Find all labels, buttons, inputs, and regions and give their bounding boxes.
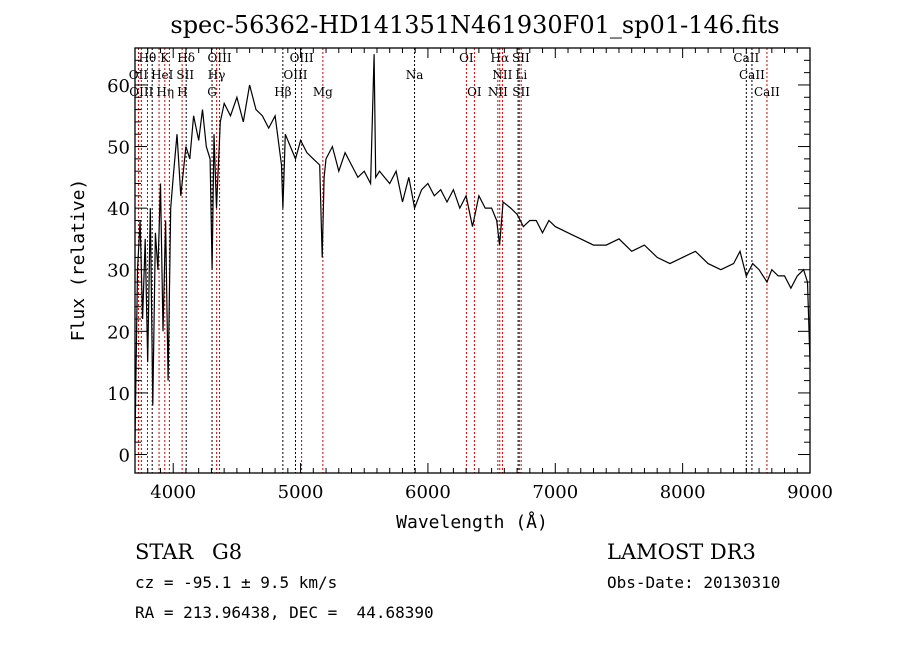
spectral-line-label: K: [160, 51, 170, 65]
y-tick-label: 50: [107, 138, 130, 159]
x-tick-label: 8000: [660, 482, 706, 503]
y-tick-label: 10: [107, 384, 130, 405]
x-tick-label: 7000: [532, 482, 578, 503]
object-class: STAR: [135, 540, 194, 564]
plot-frame: [134, 47, 811, 474]
spectral-line-label: SII: [512, 85, 530, 99]
spectral-line-label: Mg: [313, 85, 333, 99]
spectral-line-label: Hη: [156, 85, 174, 99]
x-tick-label: 9000: [787, 482, 833, 503]
spectral-line-label: OIII: [208, 51, 232, 65]
spectral-line-label: Li: [515, 68, 527, 82]
spectral-line-label: SII: [176, 68, 194, 82]
spectral-line-label: Hγ: [208, 68, 226, 82]
chart-title: spec-56362-HD141351N461930F01_sp01-146.f…: [170, 11, 779, 39]
x-tick-label: 6000: [405, 482, 451, 503]
y-tick-label: 30: [107, 261, 130, 282]
spectral-line-label: OIII: [290, 51, 314, 65]
spectral-line-label: OIII: [283, 68, 307, 82]
spectral-line-label: OIII: [129, 85, 153, 99]
y-tick-label: 60: [107, 76, 130, 97]
survey-label: LAMOST DR3: [607, 540, 756, 564]
spectral-line-label: OI: [459, 51, 474, 65]
object-subclass: G8: [212, 540, 243, 564]
spectral-line-label: OII: [129, 68, 149, 82]
spectral-line-label: CaII: [733, 51, 759, 65]
spectral-line-label: G: [207, 85, 217, 99]
spectral-line-label: Hβ: [274, 85, 291, 99]
y-tick-label: 0: [119, 446, 130, 467]
y-tick-label: 20: [107, 322, 130, 343]
redshift-cz: cz = -95.1 ± 9.5 km/s: [135, 573, 338, 592]
spectral-line-label: H: [177, 85, 187, 99]
spectral-line-label: HeI: [151, 68, 174, 82]
spectral-line-label: CaII: [754, 85, 780, 99]
ra-dec: RA = 213.96438, DEC = 44.68390: [135, 603, 434, 622]
x-tick-label: 5000: [278, 482, 324, 503]
spectral-line-label: Hα: [491, 51, 510, 65]
x-axis-label: Wavelength (Å): [396, 511, 548, 533]
y-axis-label: Flux (relative): [68, 179, 89, 342]
obs-date: Obs-Date: 20130310: [607, 573, 781, 592]
y-tick-label: 40: [107, 199, 130, 220]
spectral-line-label: NII: [492, 68, 512, 82]
spectral-line-label: OI: [467, 85, 482, 99]
spectrum-line: [134, 54, 811, 443]
spectral-line-label: NII: [488, 85, 508, 99]
spectral-line-label: Hδ: [177, 51, 195, 65]
x-tick-label: 4000: [150, 482, 196, 503]
spectral-line-label: Na: [406, 68, 424, 82]
spectral-line-label: CaII: [739, 68, 765, 82]
